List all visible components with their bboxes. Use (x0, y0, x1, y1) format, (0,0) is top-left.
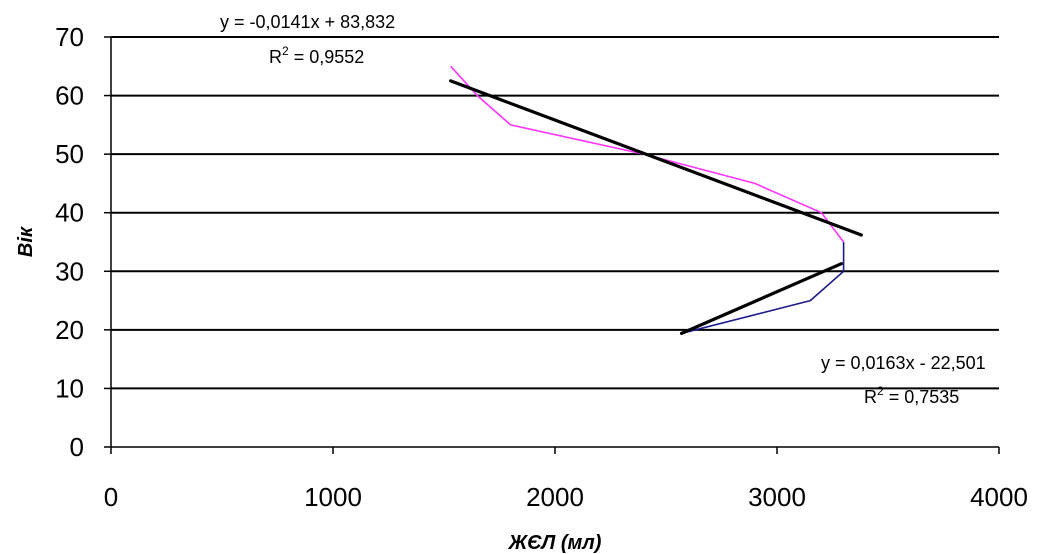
trendline-1-r2-sup: 2 (282, 44, 289, 58)
trendline-1-r2-prefix: R (269, 47, 282, 67)
trendline-2-r2-prefix: R (864, 387, 877, 407)
trendline-1-equation: y = -0,0141x + 83,832 (220, 12, 395, 32)
x-tick-label-0: 0 (104, 482, 118, 512)
y-tick-label-0: 0 (70, 432, 84, 462)
trendline-2-r2-sup: 2 (877, 384, 884, 398)
x-tick-label-1000: 1000 (304, 482, 362, 512)
y-tick-label-20: 20 (55, 315, 84, 345)
trendline-2-equation: y = 0,0163x - 22,501 (821, 353, 986, 373)
trendline-2-r2: R2 = 0,7535 (864, 384, 959, 407)
y-tick-label-50: 50 (55, 139, 84, 169)
trendline-2-r2-value: = 0,7535 (884, 387, 960, 407)
x-tick-label-4000: 4000 (970, 482, 1028, 512)
data-series (450, 65, 845, 334)
trendline-1 (449, 79, 863, 237)
trendline-2 (679, 262, 843, 335)
y-tick-label-70: 70 (55, 22, 84, 52)
trendline-1-r2: R2 = 0,9552 (269, 44, 364, 67)
trendline-1-r2-value: = 0,9552 (289, 47, 365, 67)
gridlines (111, 36, 999, 390)
axes (110, 37, 999, 448)
y-tick-label-30: 30 (55, 256, 84, 286)
tick-labels: 0 10 20 30 40 50 60 70 0 1000 2000 3000 4000 (55, 22, 1028, 512)
y-tick-label-10: 10 (55, 373, 84, 403)
x-tick-label-2000: 2000 (526, 482, 584, 512)
series-line-1 (683, 242, 845, 334)
x-tick-label-3000: 3000 (748, 482, 806, 512)
y-tick-label-40: 40 (55, 198, 84, 228)
y-tick-label-60: 60 (55, 81, 84, 111)
trendlines (449, 79, 863, 335)
y-axis-title: Вік (15, 226, 37, 257)
x-axis-title: ЖЄЛ (мл) (508, 532, 602, 554)
